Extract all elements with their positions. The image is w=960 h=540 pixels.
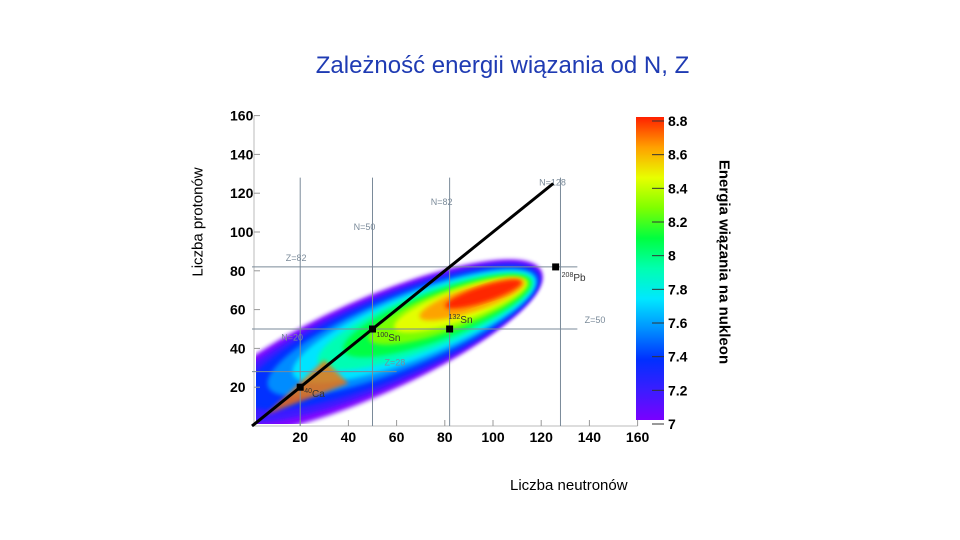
guide-label-z: Z=82 [286,253,307,263]
nuclei-markers: 40Ca 100Sn 132Sn 208Pb [296,263,586,400]
nucleus-label: 208Pb [562,272,586,284]
x-axis-label: Liczba neutronów [510,477,628,494]
y-tick-label: 60 [230,302,246,318]
axes: 20 40 60 80 100 120 140 160 20 40 60 80 100 120 140 160 [230,108,649,445]
colorbar-tick-label: 7.2 [668,382,688,398]
y-tick-label: 160 [230,108,254,124]
colorbar-label: Energia wiązania na nukleon [715,159,733,365]
guide-label-n: N=82 [431,197,453,207]
x-tick-label: 80 [437,429,453,445]
colorbar-tick-label: 8.2 [668,214,688,230]
guide-label-n: N=50 [354,222,376,232]
nucleus-marker [296,383,304,391]
x-tick-label: 160 [626,429,650,445]
heatmap-region [256,259,543,424]
y-tick-label: 20 [230,379,246,395]
colorbar-tick-label: 7.8 [668,281,688,297]
colorbar-gradient [636,117,664,420]
y-tick-label: 40 [230,340,246,356]
slide-title: Zależność energii wiązania od N, Z [315,52,690,79]
colorbar-tick-label: 8.6 [668,147,688,163]
y-tick-label: 140 [230,146,254,162]
nucleus-label: 132Sn [449,314,473,326]
x-tick-label: 60 [389,429,405,445]
nucleus-marker [552,263,560,271]
guide-label-n: N=20 [281,333,303,343]
nucleus-label: 40Ca [304,388,325,400]
colorbar-tick-label: 7 [668,416,676,432]
heatmap-band [445,279,522,309]
colorbar: 7 7.2 7.4 7.6 7.8 8 8.2 8.4 8.6 8.8 [636,113,688,432]
colorbar-tick-label: 8.8 [668,113,688,129]
x-tick-label: 100 [481,429,505,445]
y-axis-label: Liczba protonów [189,167,207,277]
x-tick-label: 140 [578,429,602,445]
y-tick-label: 80 [230,263,246,279]
colorbar-tick-label: 8.4 [668,180,688,196]
y-tick-label: 120 [230,185,254,201]
x-tick-label: 20 [292,429,308,445]
colorbar-tick-label: 7.4 [668,349,688,365]
nucleus-label: 100Sn [377,332,401,344]
nucleus-marker [369,325,376,333]
nucleus-marker [446,325,454,333]
x-tick-label: 120 [530,429,554,445]
colorbar-tick-label: 8 [668,248,676,264]
y-tick-label: 100 [230,224,254,240]
guide-label-z: Z=28 [385,358,406,368]
guide-label-n: N=128 [539,177,566,187]
x-tick-label: 40 [341,429,357,445]
guide-label-z: Z=50 [585,315,606,325]
heatmap-tail [266,360,349,415]
colorbar-tick-label: 7.6 [668,315,688,331]
